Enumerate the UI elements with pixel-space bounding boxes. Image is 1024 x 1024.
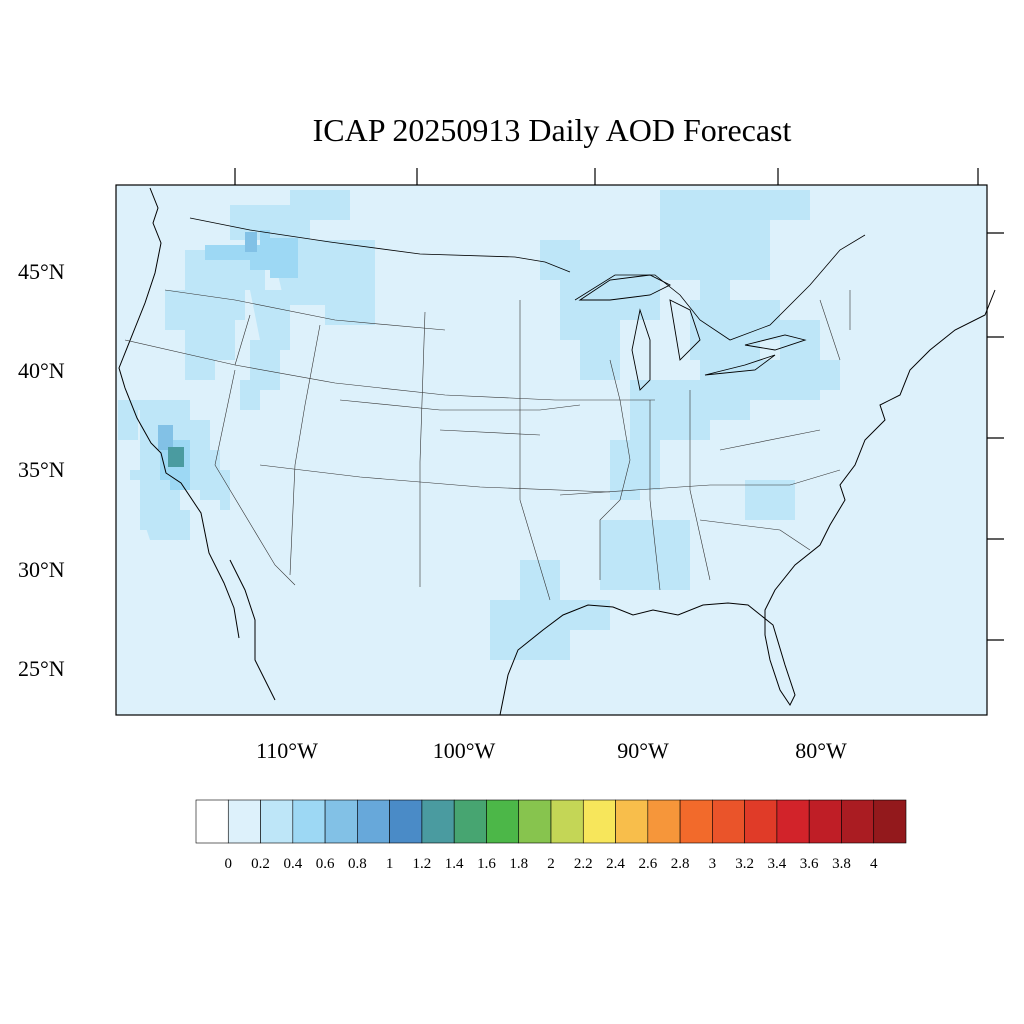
colorbar-label: 3.4: [767, 856, 787, 872]
colorbar-swatch: [808, 799, 842, 844]
colorbar-swatch: [195, 799, 229, 844]
colorbar-label: 4: [869, 856, 878, 872]
colorbar-swatch: [389, 799, 423, 844]
colorbar-label: 0.2: [251, 856, 270, 872]
map-panel: [115, 168, 1004, 716]
aod-field-0.4-0.6: [160, 230, 298, 490]
colorbar-swatch: [615, 799, 649, 844]
colorbar-swatch: [260, 799, 294, 844]
map-title: ICAP 20250913 Daily AOD Forecast: [312, 112, 792, 148]
colorbar-label: 0.4: [283, 856, 303, 872]
colorbar-label: 1.2: [412, 856, 432, 872]
country-borders: [189, 217, 866, 341]
colorbar-swatch: [744, 799, 778, 844]
colorbar-label: 1.8: [509, 856, 529, 872]
colorbar-label: 0: [224, 856, 233, 872]
axis-ticks: [234, 168, 1004, 641]
colorbar-swatch: [776, 799, 810, 844]
lat-label-35n: 35°N: [18, 457, 65, 482]
colorbar-label: 0.8: [347, 856, 367, 872]
aod-field-0.6-0.8: [158, 232, 257, 450]
coastlines: [118, 187, 996, 716]
colorbar-label: 2.2: [573, 856, 593, 872]
colorbar-swatch: [453, 799, 487, 844]
colorbar-swatch: [873, 799, 907, 844]
colorbar-label: 1.4: [444, 856, 464, 872]
colorbar-swatch: [647, 799, 681, 844]
colorbar-label: 2.6: [638, 856, 658, 872]
colorbar-swatch: [324, 799, 358, 844]
colorbar-swatch: [712, 799, 745, 844]
map-frame: [115, 184, 988, 716]
lon-label-90w: 90°W: [617, 738, 669, 763]
lat-label-25n: 25°N: [18, 656, 65, 681]
colorbar-swatch: [518, 799, 552, 844]
colorbar-label: 3.6: [799, 856, 819, 872]
colorbar-swatch: [292, 799, 326, 844]
colorbar-label: 1.6: [477, 856, 496, 872]
great-lakes: [578, 274, 807, 391]
colorbar-label: 3.8: [832, 856, 851, 872]
colorbar-label: 2: [547, 856, 555, 872]
colorbar-swatch: [550, 799, 584, 844]
colorbar-swatch: [486, 799, 520, 844]
colorbar-label: 0.6: [315, 856, 335, 872]
colorbar-swatch: [227, 799, 261, 844]
colorbar-label: 3.2: [735, 856, 754, 872]
state-borders: [124, 289, 851, 601]
colorbar-swatch: [679, 799, 713, 844]
lat-label-45n: 45°N: [18, 259, 65, 284]
aod-field-1.2-1.4: [168, 447, 184, 467]
lon-label-80w: 80°W: [795, 738, 847, 763]
lat-label-40n: 40°N: [18, 358, 65, 383]
lon-label-110w: 110°W: [256, 738, 318, 763]
colorbar-swatch: [421, 799, 455, 844]
colorbar-swatch: [582, 799, 616, 844]
lat-label-30n: 30°N: [18, 557, 65, 582]
colorbar-label: 3: [708, 856, 717, 872]
colorbar: [195, 799, 907, 844]
colorbar-swatch: [841, 799, 875, 844]
lon-label-100w: 100°W: [432, 738, 496, 763]
colorbar-label: 1: [385, 856, 394, 872]
colorbar-label: 2.8: [670, 856, 690, 872]
colorbar-label: 2.4: [606, 856, 625, 872]
colorbar-swatch: [357, 799, 390, 844]
